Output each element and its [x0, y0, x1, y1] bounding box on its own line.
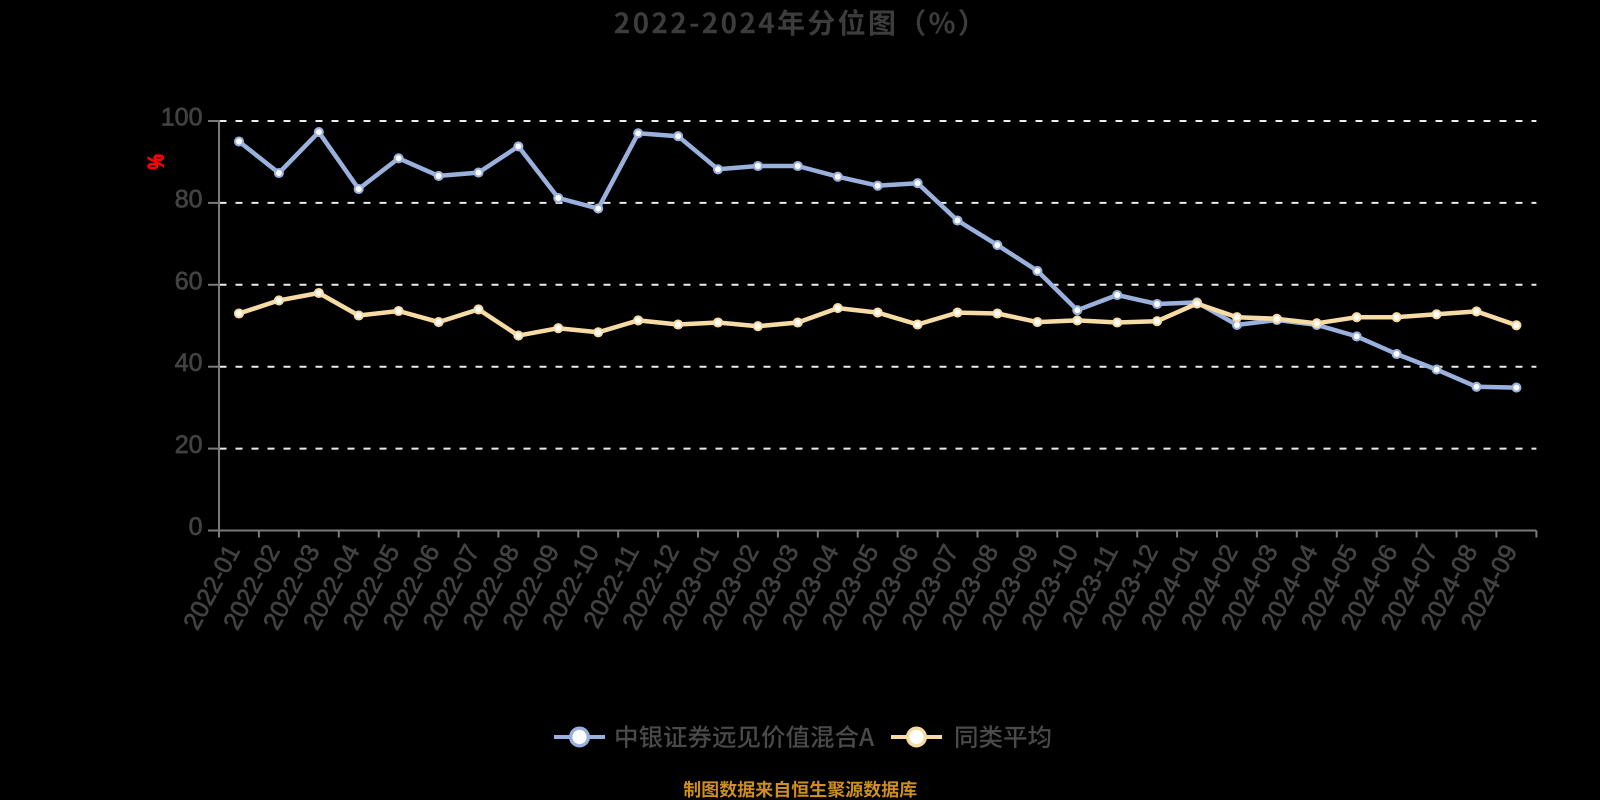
svg-text:80: 80 — [175, 185, 203, 213]
svg-text:100: 100 — [161, 104, 203, 132]
svg-text:60: 60 — [175, 267, 203, 295]
svg-text:0: 0 — [189, 513, 203, 541]
svg-text:20: 20 — [175, 431, 203, 459]
svg-text:40: 40 — [175, 349, 203, 377]
